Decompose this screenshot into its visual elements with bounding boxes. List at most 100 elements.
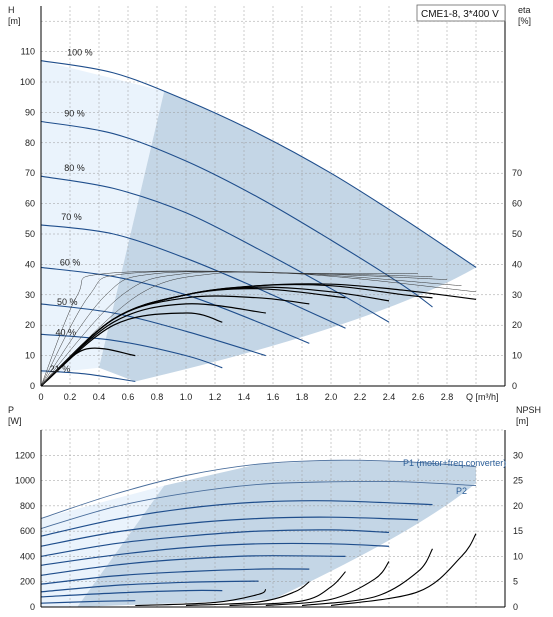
bottom-range-fill	[77, 460, 476, 607]
npsh-tick-label: 10	[513, 551, 523, 561]
npsh-tick-label: 5	[513, 577, 518, 587]
curves-layer	[40, 60, 477, 607]
p-tick-label: 0	[30, 602, 35, 612]
y-tick-label: 80	[25, 138, 35, 148]
p-tick-label: 1200	[15, 450, 35, 460]
bottom-y-axis-unit: [W]	[8, 416, 22, 426]
x-tick-label: 2.6	[412, 392, 425, 402]
speed-label: 40 %	[56, 327, 77, 337]
y-tick-label: 20	[25, 320, 35, 330]
power-curve	[40, 480, 477, 530]
speed-label: 90 %	[64, 108, 85, 118]
head-curve	[40, 175, 390, 323]
grid-layer	[41, 6, 505, 607]
npsh-tick-label: 15	[513, 526, 523, 536]
y2-tick-label: 70	[512, 168, 522, 178]
power-curve	[40, 555, 346, 576]
npsh-curve	[229, 571, 346, 607]
x-tick-label: 1.0	[180, 392, 193, 402]
npsh-tick-label: 20	[513, 501, 523, 511]
speed-label: 100 %	[67, 48, 93, 58]
npsh-curve	[330, 533, 477, 607]
y-tick-label: 60	[25, 199, 35, 209]
power-curve	[40, 589, 223, 598]
top-y2-axis-label: eta	[518, 5, 531, 15]
x-tick-label: 1.8	[296, 392, 309, 402]
x-tick-label: 1.6	[267, 392, 280, 402]
power-curve	[40, 500, 433, 537]
x-tick-label: 2.2	[354, 392, 367, 402]
power-curve	[40, 600, 136, 604]
series-label-p2: P2	[456, 486, 467, 496]
y2-tick-label: 50	[512, 229, 522, 239]
power-curve	[40, 516, 419, 547]
y-tick-label: 100	[20, 77, 35, 87]
y-tick-label: 70	[25, 168, 35, 178]
top-y-axis-label: H	[8, 5, 15, 15]
eta-thin-curve	[40, 271, 448, 387]
x-axis-label: Q [m³/h]	[466, 392, 499, 402]
x-tick-label: 0.6	[122, 392, 135, 402]
eta-thin-curve	[40, 270, 477, 387]
top-light-fill	[41, 60, 165, 374]
x-tick-label: 0.2	[64, 392, 77, 402]
y-tick-label: 40	[25, 259, 35, 269]
speed-label: 60 %	[60, 257, 81, 267]
y-tick-label: 10	[25, 351, 35, 361]
p-tick-label: 200	[20, 577, 35, 587]
p-tick-label: 800	[20, 501, 35, 511]
y2-tick-label: 20	[512, 320, 522, 330]
x-tick-label: 0.4	[93, 392, 106, 402]
series-label-p1: P1 (motor+freq.converter)	[403, 458, 506, 468]
top-y-axis-unit: [m]	[8, 16, 21, 26]
head-curve	[40, 303, 266, 357]
y2-tick-label: 10	[512, 351, 522, 361]
y2-tick-label: 30	[512, 290, 522, 300]
y-tick-label: 90	[25, 107, 35, 117]
head-curve	[40, 370, 136, 382]
npsh-curve	[135, 588, 267, 607]
y2-tick-label: 40	[512, 259, 522, 269]
axes-layer	[40, 6, 506, 608]
power-curve	[40, 529, 390, 557]
y-tick-label: 30	[25, 290, 35, 300]
eta-curve	[40, 295, 310, 387]
bottom-y-axis-label: P	[8, 405, 14, 415]
speed-label: 80 %	[64, 163, 85, 173]
speed-label: 70 %	[61, 212, 82, 222]
power-curve	[40, 568, 310, 585]
head-curve	[40, 60, 477, 268]
p-tick-label: 1000	[15, 476, 35, 486]
npsh-tick-label: 30	[513, 450, 523, 460]
top-y2-axis-unit: [%]	[518, 16, 531, 26]
npsh-curve	[265, 561, 390, 607]
head-curve	[40, 333, 223, 369]
power-curve	[40, 580, 259, 593]
fills-layer	[41, 60, 476, 607]
npsh-curve	[301, 548, 433, 607]
x-tick-label: 1.2	[209, 392, 222, 402]
power-curve	[40, 542, 390, 566]
x-tick-label: 0	[38, 392, 43, 402]
npsh-curve	[185, 581, 310, 607]
top-range-fill	[99, 85, 476, 382]
eta-thin-curve	[40, 271, 418, 387]
y-tick-label: 50	[25, 229, 35, 239]
npsh-tick-label: 0	[513, 602, 518, 612]
speed-label: 21 %	[50, 364, 71, 374]
x-tick-label: 0.8	[151, 392, 164, 402]
title-box	[416, 4, 506, 22]
head-curve	[40, 120, 433, 308]
labels-layer: 0 0.2 0.4 0.6 0.8 1.0 1.2 1.4 1.6 1.8 2.0 2.2 2.4 2.6…	[15, 47, 523, 612]
bottom-y2-axis-label: NPSH	[516, 405, 541, 415]
head-curve	[40, 224, 346, 329]
y2-tick-label: 0	[512, 381, 517, 391]
speed-label: 50 %	[57, 297, 78, 307]
chart-title: CME1-8, 3*400 V	[421, 9, 499, 20]
p-tick-label: 400	[20, 551, 35, 561]
bottom-y2-axis-unit: [m]	[516, 416, 529, 426]
y-tick-label: 110	[21, 47, 35, 57]
y-tick-label: 0	[30, 381, 35, 391]
npsh-tick-label: 25	[513, 476, 523, 486]
